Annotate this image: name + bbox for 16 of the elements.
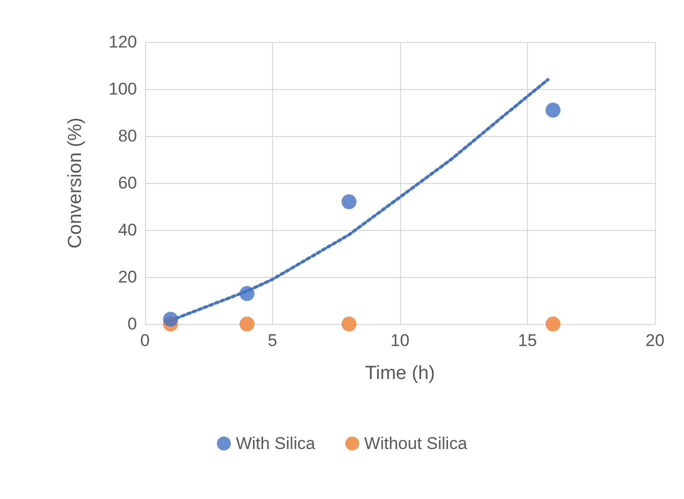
y-tick-label: 80 (118, 126, 137, 146)
y-tick-label: 120 (108, 32, 137, 52)
x-tick-label: 5 (268, 331, 278, 350)
x-tick-label: 10 (390, 331, 410, 350)
y-tick-label: 20 (118, 268, 137, 286)
y-tick-label: 40 (118, 220, 137, 240)
y-axis-title: Conversion (%) (65, 118, 86, 248)
x-axis-title: Time (h) (364, 363, 436, 384)
legend-label: With Silica (236, 434, 316, 453)
x-tick-label: 0 (140, 331, 150, 350)
x-tick-label: 15 (518, 331, 537, 350)
y-tick-label: 0 (128, 314, 137, 334)
y-tick-label: 60 (118, 174, 137, 192)
y-tick-label: 100 (108, 80, 137, 98)
x-tick-label: 20 (646, 331, 664, 350)
legend-label: Without Silica (364, 434, 468, 453)
